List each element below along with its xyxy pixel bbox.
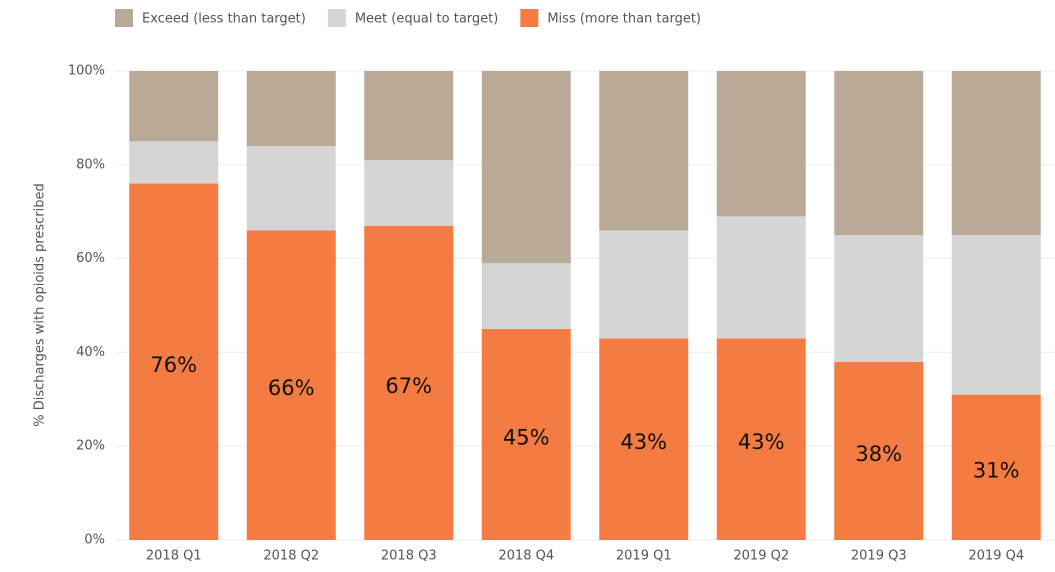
bar-segment (951, 235, 1041, 395)
x-tick-label: 2018 Q2 (263, 549, 319, 564)
legend-label: Miss (more than target) (547, 12, 701, 27)
bar-segment (129, 71, 219, 142)
bar-segment (129, 141, 219, 184)
y-tick-label: 80% (76, 157, 105, 172)
bar-segment (834, 361, 924, 540)
y-tick-label: 0% (84, 533, 105, 548)
bar-segment (364, 71, 454, 161)
bar-segment (481, 71, 571, 264)
x-tick-label: 2019 Q1 (616, 549, 672, 564)
x-tick-label: 2018 Q3 (381, 549, 437, 564)
value-label: 67% (385, 374, 432, 398)
y-tick-label: 60% (76, 251, 105, 266)
x-tick-label: 2018 Q1 (146, 549, 202, 564)
x-tick-label: 2019 Q3 (851, 549, 907, 564)
bar-segment (834, 235, 924, 362)
value-label: 43% (738, 430, 785, 454)
value-label: 76% (150, 353, 197, 377)
bar-segment (716, 216, 806, 339)
x-tick-label: 2019 Q2 (733, 549, 789, 564)
bar-segment (481, 263, 571, 329)
y-axis-title: % Discharges with opioids prescribed (33, 183, 48, 426)
x-tick-label: 2018 Q4 (498, 549, 554, 564)
bar-segment (129, 183, 219, 540)
y-tick-label: 100% (68, 64, 105, 79)
legend-label: Meet (equal to target) (355, 12, 499, 27)
bar-segment (716, 71, 806, 217)
bar-segment (599, 338, 689, 540)
bar-segment (951, 71, 1041, 236)
legend-swatch (327, 9, 346, 27)
value-label: 31% (973, 458, 1020, 482)
value-label: 66% (268, 376, 315, 400)
y-tick-label: 20% (76, 439, 105, 454)
bar-segment (364, 225, 454, 540)
bar-segment (481, 328, 571, 540)
bar-segment (246, 146, 336, 231)
value-label: 38% (855, 442, 902, 466)
legend-swatch (520, 9, 539, 27)
bar-segment (599, 71, 689, 231)
bar-segment (951, 394, 1041, 540)
bar-segment (599, 230, 689, 339)
bar-segment (834, 71, 924, 236)
bar-segment (364, 160, 454, 226)
value-label: 45% (503, 425, 550, 449)
x-tick-label: 2019 Q4 (968, 549, 1024, 564)
legend-label: Exceed (less than target) (142, 12, 306, 27)
value-label: 43% (620, 430, 667, 454)
y-tick-label: 40% (76, 345, 105, 360)
bar-segment (716, 338, 806, 540)
bar-segment (246, 71, 336, 147)
bar-segment (246, 230, 336, 540)
legend-swatch (115, 9, 133, 27)
